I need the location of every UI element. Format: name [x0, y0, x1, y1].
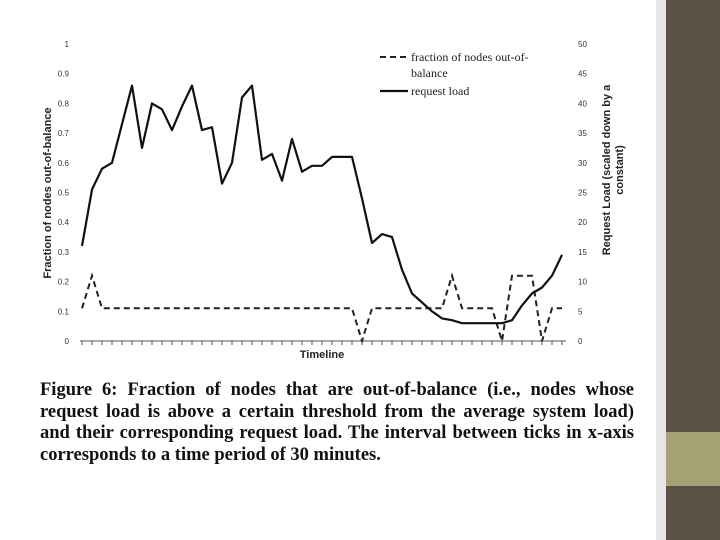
y-right-tick-labels: 0 5 10 15 20 25 30 35 40 45 50 — [578, 40, 587, 346]
x-ticks — [81, 341, 563, 345]
y-right-tick-label: 35 — [578, 129, 587, 138]
chart: 0 0.1 0.2 0.3 0.4 0.5 0.6 0.7 0.8 0.9 1 0 5 10 15 20 25… — [42, 40, 626, 361]
y-right-tick-label: 50 — [578, 40, 587, 49]
y-right-tick-label: 0 — [578, 337, 583, 346]
y-right-tick-label: 5 — [578, 307, 583, 316]
legend-label-out-of-balance-line2: balance — [411, 66, 448, 80]
series-line-request-load — [80, 84, 563, 325]
y-left-tick-labels: 0 0.1 0.2 0.3 0.4 0.5 0.6 0.7 0.8 0.9 1 — [58, 40, 70, 346]
y-right-axis-title-line1: Request Load (scaled down by a — [601, 84, 613, 255]
y-right-tick-label: 20 — [578, 218, 587, 227]
y-right-tick-label: 40 — [578, 99, 587, 108]
y-left-tick-label: 0.9 — [58, 70, 70, 79]
y-right-tick-label: 15 — [578, 248, 587, 257]
x-axis-title: Timeline — [300, 349, 344, 361]
y-left-tick-label: 0.7 — [58, 129, 70, 138]
y-left-tick-label: 0 — [65, 337, 70, 346]
y-left-axis-title: Fraction of nodes out-of-balance — [42, 107, 54, 278]
y-left-tick-label: 0.2 — [58, 278, 70, 287]
y-right-tick-label: 25 — [578, 189, 587, 198]
y-left-tick-label: 1 — [65, 40, 70, 49]
y-left-tick-label: 0.6 — [58, 159, 70, 168]
side-decor-accent — [666, 432, 720, 486]
y-right-tick-label: 30 — [578, 159, 587, 168]
content-card — [0, 0, 656, 540]
y-right-tick-label: 45 — [578, 70, 587, 79]
y-left-tick-label: 0.3 — [58, 248, 70, 257]
figure-caption: Figure 6: Fraction of nodes that are out… — [40, 380, 634, 465]
y-right-axis-title-line2: constant) — [614, 145, 626, 195]
y-left-tick-label: 0.1 — [58, 307, 70, 316]
legend-label-request-load: request load — [411, 84, 469, 98]
y-left-tick-label: 0.4 — [58, 218, 70, 227]
series-line-out-of-balance — [81, 272, 562, 345]
y-left-tick-label: 0.5 — [58, 189, 70, 198]
legend: fraction of nodes out-of- balance reques… — [380, 50, 529, 98]
legend-label-out-of-balance-line1: fraction of nodes out-of- — [411, 50, 529, 64]
y-right-tick-label: 10 — [578, 278, 587, 287]
y-left-tick-label: 0.8 — [58, 99, 70, 108]
